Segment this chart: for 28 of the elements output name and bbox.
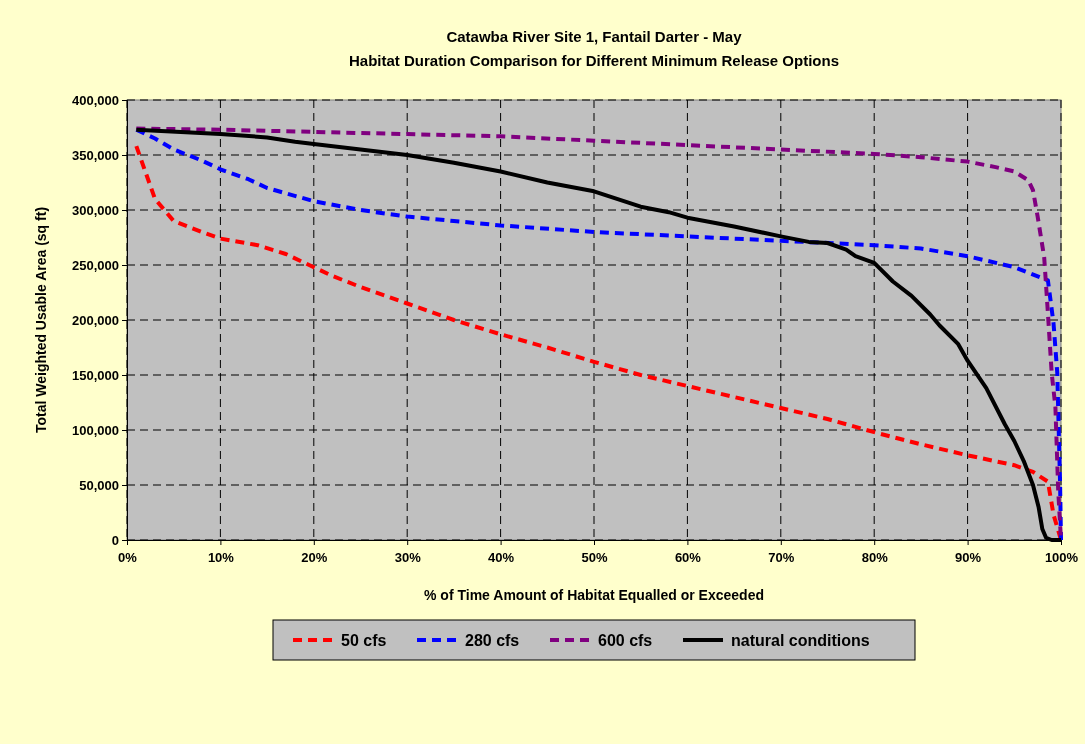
legend-label: natural conditions — [731, 632, 870, 649]
x-axis-title: % of Time Amount of Habitat Equalled or Exceeded — [424, 587, 764, 603]
y-tick-label: 400,000 — [72, 92, 119, 108]
legend-label: 600 cfs — [598, 632, 653, 649]
x-tick-label: 20% — [301, 550, 328, 566]
x-tick-label: 50% — [581, 550, 608, 566]
legend-label: 50 cfs — [341, 632, 387, 649]
chart-subtitle: Habitat Duration Comparison for Different Minimum Release Options — [348, 52, 840, 69]
y-tick-label: 100,000 — [72, 422, 119, 438]
chart-title: Catawba River Site 1, Fantail Darter - May — [446, 28, 743, 45]
x-tick-label: 70% — [768, 550, 795, 566]
y-tick-label: 350,000 — [72, 147, 119, 163]
x-tick-label: 10% — [207, 550, 235, 566]
x-tick-label: 30% — [394, 550, 422, 566]
y-tick-label: 200,000 — [72, 312, 119, 328]
x-tick-label: 60% — [674, 550, 702, 566]
y-tick-label: 250,000 — [72, 257, 119, 273]
y-axis-title: Total Weighted Usable Area (sq ft) — [33, 206, 49, 434]
legend-label: 280 cfs — [465, 632, 520, 649]
y-tick-label: 0 — [111, 532, 119, 548]
y-tick-label: 300,000 — [72, 202, 119, 218]
x-tick-label: 40% — [488, 550, 515, 566]
x-tick-label: 0% — [118, 550, 138, 566]
y-tick-label: 150,000 — [72, 367, 119, 383]
x-tick-label: 90% — [955, 550, 982, 566]
y-tick-label: 50,000 — [79, 477, 119, 493]
x-tick-label: 80% — [861, 550, 889, 566]
x-tick-label: 100% — [1044, 550, 1079, 566]
